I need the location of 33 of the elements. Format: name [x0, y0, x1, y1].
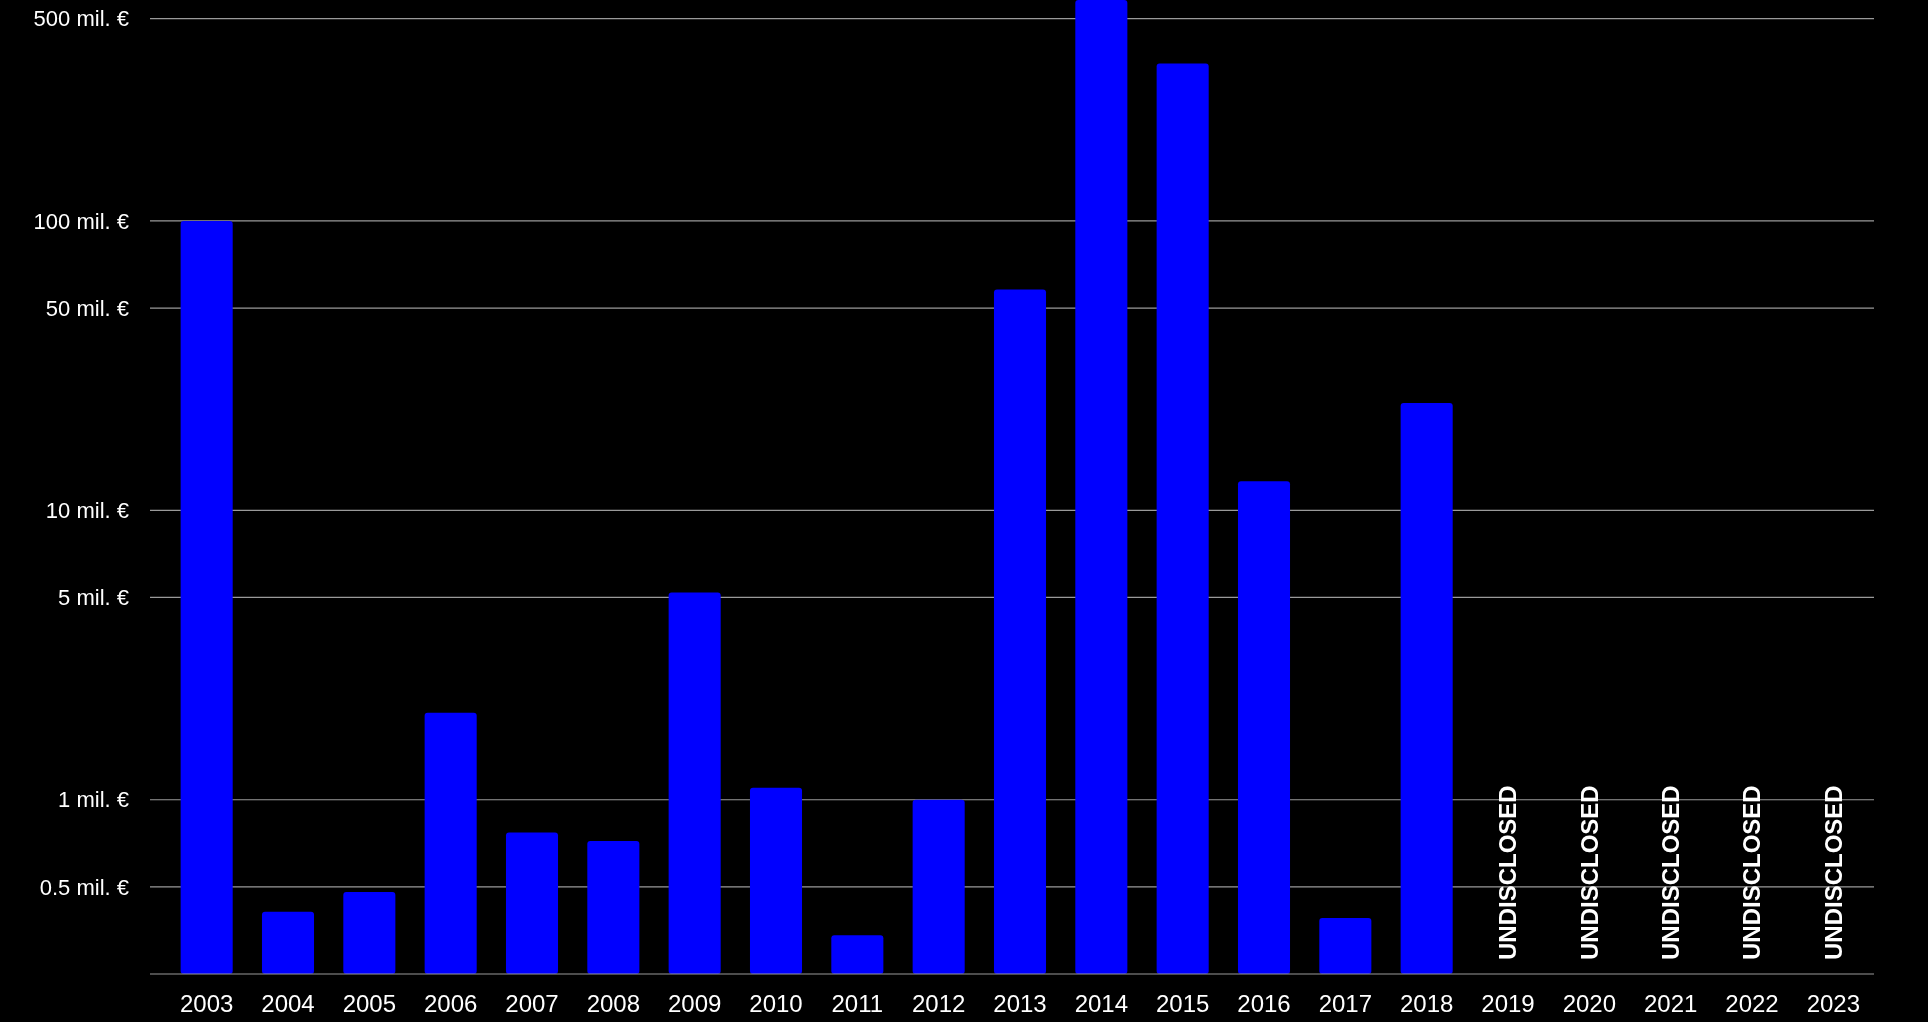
x-tick-label: 2004 [261, 990, 315, 1017]
y-tick-label: 0.5 mil. € [39, 874, 129, 900]
x-tick-label: 2023 [1806, 990, 1861, 1017]
x-tick-label: 2003 [179, 990, 234, 1017]
x-tick-label: 2019 [1481, 990, 1535, 1017]
text: UNDISCLOSED [1738, 785, 1766, 960]
x-tick-label: 2014 [1074, 990, 1129, 1017]
text: UNDISCLOSED [1494, 785, 1522, 960]
y-tick-label: 1 mil. € [58, 787, 129, 813]
x-tick-label: 2015 [1155, 990, 1210, 1017]
y-tick-label: 100 mil. € [33, 208, 129, 234]
x-tick-label: 2005 [342, 990, 397, 1017]
y-tick-label: 10 mil. € [45, 498, 129, 524]
y-tick-label: 50 mil. € [45, 295, 129, 321]
x-tick-label: 2008 [586, 990, 641, 1017]
x-tick-label: 2009 [667, 990, 722, 1017]
x-tick-label: 2013 [993, 990, 1047, 1017]
x-tick-label: 2016 [1237, 990, 1291, 1017]
text: UNDISCLOSED [1575, 785, 1603, 960]
x-tick-label: 2021 [1643, 990, 1698, 1017]
y-tick-label: 500 mil. € [33, 6, 129, 32]
x-tick-label: 2007 [505, 990, 559, 1017]
text: UNDISCLOSED [1819, 785, 1847, 960]
x-tick-label: 2006 [423, 990, 478, 1017]
y-tick-label: 5 mil. € [58, 585, 129, 611]
x-tick-label: 2012 [911, 990, 966, 1017]
x-tick-label: 2011 [831, 990, 884, 1017]
x-tick-label: 2010 [749, 990, 803, 1017]
x-tick-label: 2017 [1318, 990, 1373, 1017]
x-tick-label: 2018 [1399, 990, 1454, 1017]
x-tick-label: 2020 [1562, 990, 1617, 1017]
text: UNDISCLOSED [1657, 785, 1685, 960]
x-tick-label: 2022 [1725, 990, 1779, 1017]
